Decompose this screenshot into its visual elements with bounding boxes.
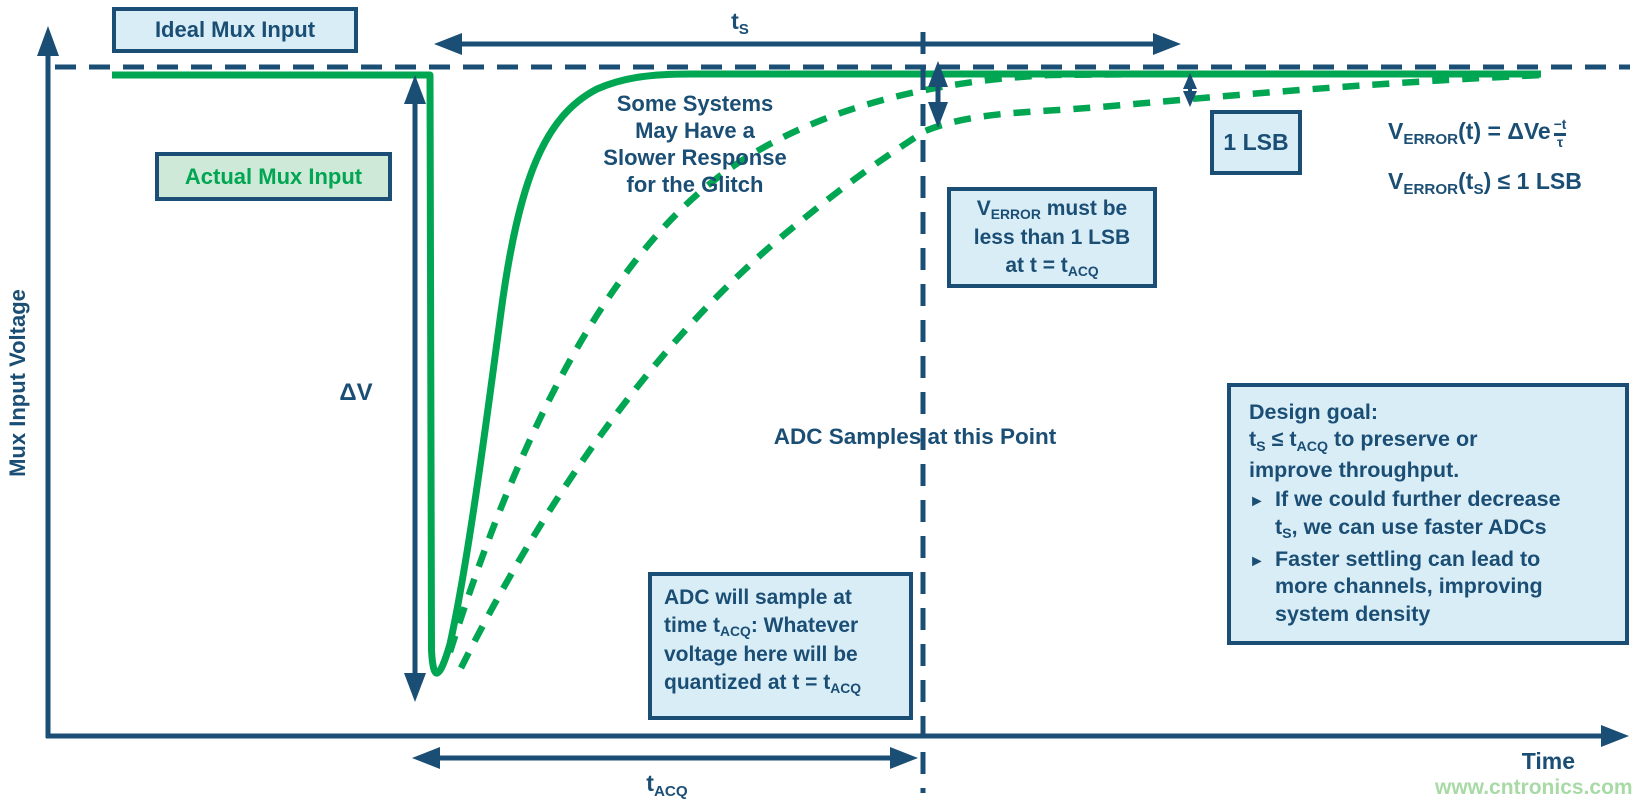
y-axis-arrowhead bbox=[37, 26, 59, 56]
tacq-label: tACQ bbox=[646, 770, 688, 800]
y-axis bbox=[37, 26, 59, 738]
verror-formula-2: VERROR(tS) ≤ 1 LSB bbox=[1388, 168, 1582, 198]
watermark: www.cntronics.com bbox=[1435, 776, 1633, 799]
bullet-icon: ► bbox=[1249, 553, 1265, 571]
design-goal-box: Design goal: tS ≤ tACQ to preserve or im… bbox=[1227, 383, 1629, 645]
verror-requirement-box: VERROR must be less than 1 LSB at t = tA… bbox=[947, 187, 1157, 288]
tacq-arrow bbox=[412, 747, 918, 769]
y-axis-label: Mux Input Voltage bbox=[5, 289, 30, 477]
x-axis-label: Time bbox=[1521, 748, 1575, 774]
one-lsb-arrow bbox=[1183, 73, 1197, 107]
x-axis bbox=[46, 725, 1629, 747]
actual-input-curve bbox=[112, 70, 1541, 677]
verror-formulas: VERROR(t) = ΔVe −t τ VERROR(tS) ≤ 1 LSB bbox=[1388, 108, 1582, 208]
one-lsb-label: 1 LSB bbox=[1223, 129, 1289, 155]
design-goal-bullet-1: ► If we could further decrease tS, we ca… bbox=[1249, 486, 1561, 544]
ideal-mux-input-label: Ideal Mux Input bbox=[154, 17, 316, 42]
slower-response-note: Some Systems May Have a Slower Response … bbox=[603, 91, 787, 197]
adc-samples-note: ADC Samples at this Point bbox=[773, 424, 1057, 449]
design-goal-bullet-2: ► Faster settling can lead to more chann… bbox=[1249, 546, 1543, 628]
one-lsb-box: 1 LSB bbox=[1210, 110, 1302, 175]
delta-v-arrow bbox=[404, 75, 426, 702]
verror-formula-1: VERROR(t) = ΔVe −t τ bbox=[1388, 117, 1567, 150]
actual-mux-input-label: Actual Mux Input bbox=[184, 163, 363, 189]
actual-mux-input-box: Actual Mux Input bbox=[155, 152, 392, 201]
delta-v-label: ΔV bbox=[339, 379, 373, 406]
adc-sample-box: ADC will sample at time tACQ: Whatever v… bbox=[648, 572, 913, 720]
slower-response-curve-2 bbox=[458, 71, 1542, 670]
bullet-icon: ► bbox=[1249, 493, 1265, 511]
verror-arrow bbox=[928, 61, 948, 128]
ts-arrow bbox=[434, 33, 1181, 55]
x-axis-arrowhead bbox=[1601, 725, 1629, 747]
ideal-mux-input-box: Ideal Mux Input bbox=[112, 7, 358, 53]
ts-label: tS bbox=[731, 8, 749, 38]
